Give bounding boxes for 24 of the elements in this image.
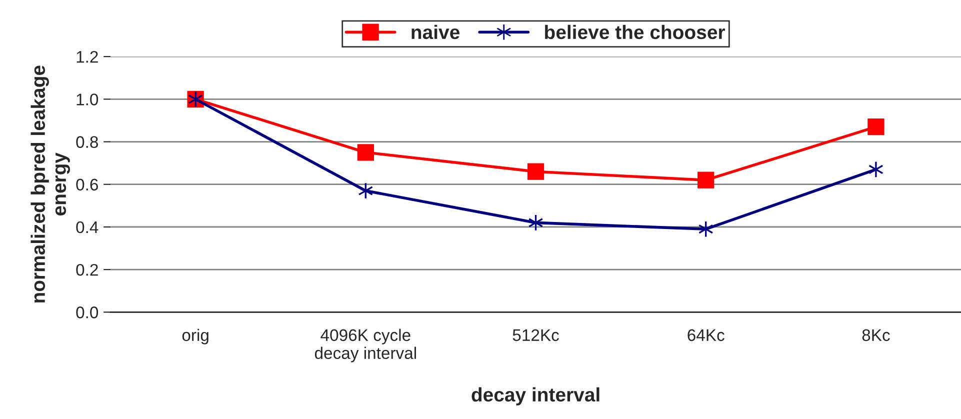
x-axis-title: decay interval <box>472 387 600 406</box>
point <box>868 160 884 178</box>
point <box>698 172 714 188</box>
point <box>698 220 714 238</box>
legend-label: naive <box>412 24 460 40</box>
point <box>358 182 374 200</box>
y-tick-label: 1.0 <box>76 94 98 106</box>
y-tick-label: 0.0 <box>76 306 98 318</box>
x-tick-label: 64Kc <box>688 329 724 342</box>
y-tick-label: 0.2 <box>76 264 98 276</box>
y-tick-label: 0.8 <box>76 136 98 148</box>
point <box>357 144 374 161</box>
y-tick-label: 0.6 <box>76 178 98 191</box>
y-axis-title: normalized bpred leakage energy <box>30 66 70 302</box>
point <box>528 214 544 232</box>
point <box>868 118 884 136</box>
x-tick-label: orig <box>182 328 208 344</box>
y-tick-label: 0.4 <box>76 221 98 234</box>
point <box>527 163 544 180</box>
legend-label: believe the chooser <box>545 24 725 40</box>
x-tick-label: 8Kc <box>862 329 890 342</box>
x-tick-label: 512Kc <box>512 329 559 342</box>
y-tick-label: 1.2 <box>76 50 98 63</box>
x-tick-label: 4096K cycle decay interval <box>314 328 416 362</box>
